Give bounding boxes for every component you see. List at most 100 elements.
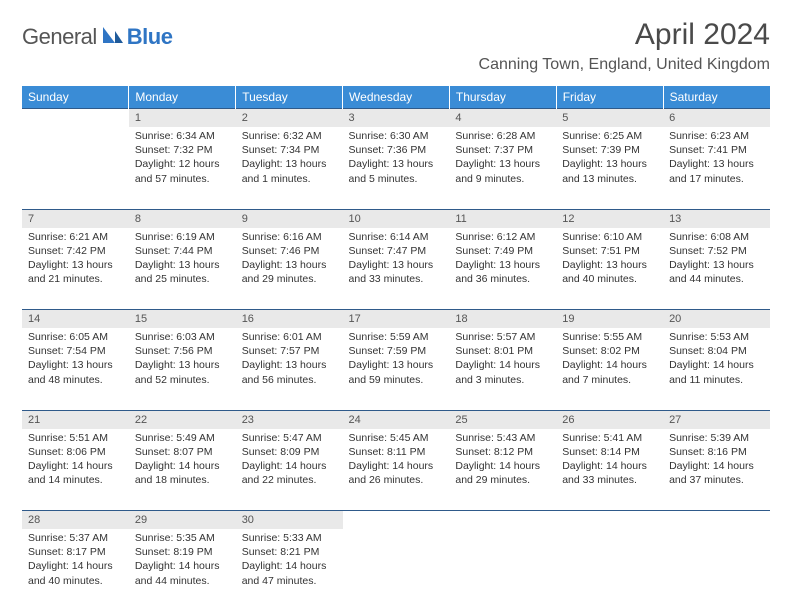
week-row: Sunrise: 6:34 AMSunset: 7:32 PMDaylight:… (22, 127, 770, 209)
day-cell-body: Sunrise: 5:51 AMSunset: 8:06 PMDaylight:… (22, 429, 129, 492)
daylight-text: Daylight: 13 hours and 9 minutes. (455, 157, 550, 185)
day-cell: Sunrise: 6:34 AMSunset: 7:32 PMDaylight:… (129, 127, 236, 209)
day-number-cell: 29 (129, 511, 236, 530)
sunset-text: Sunset: 8:02 PM (562, 344, 657, 358)
day-cell (556, 529, 663, 611)
daylight-text: Daylight: 14 hours and 26 minutes. (349, 459, 444, 487)
sunrise-text: Sunrise: 5:45 AM (349, 431, 444, 445)
sunrise-text: Sunrise: 6:25 AM (562, 129, 657, 143)
sunrise-text: Sunrise: 5:49 AM (135, 431, 230, 445)
day-cell-body: Sunrise: 6:16 AMSunset: 7:46 PMDaylight:… (236, 228, 343, 291)
day-cell-body: Sunrise: 6:05 AMSunset: 7:54 PMDaylight:… (22, 328, 129, 391)
day-number-cell: 15 (129, 310, 236, 329)
sunrise-text: Sunrise: 6:10 AM (562, 230, 657, 244)
sunrise-text: Sunrise: 6:23 AM (669, 129, 764, 143)
week-row: Sunrise: 5:37 AMSunset: 8:17 PMDaylight:… (22, 529, 770, 611)
day-cell-body: Sunrise: 6:34 AMSunset: 7:32 PMDaylight:… (129, 127, 236, 190)
daylight-text: Daylight: 14 hours and 7 minutes. (562, 358, 657, 386)
sunrise-text: Sunrise: 6:19 AM (135, 230, 230, 244)
day-cell: Sunrise: 5:39 AMSunset: 8:16 PMDaylight:… (663, 429, 770, 511)
day-number-cell: 4 (449, 109, 556, 128)
day-cell-body: Sunrise: 5:57 AMSunset: 8:01 PMDaylight:… (449, 328, 556, 391)
daylight-text: Daylight: 14 hours and 47 minutes. (242, 559, 337, 587)
location: Canning Town, England, United Kingdom (479, 56, 770, 74)
day-cell-body: Sunrise: 6:01 AMSunset: 7:57 PMDaylight:… (236, 328, 343, 391)
day-number-cell: 19 (556, 310, 663, 329)
day-cell-body: Sunrise: 6:12 AMSunset: 7:49 PMDaylight:… (449, 228, 556, 291)
day-cell: Sunrise: 5:45 AMSunset: 8:11 PMDaylight:… (343, 429, 450, 511)
sunset-text: Sunset: 7:32 PM (135, 143, 230, 157)
logo-text-blue: Blue (127, 24, 173, 50)
sunrise-text: Sunrise: 5:35 AM (135, 531, 230, 545)
sunset-text: Sunset: 8:11 PM (349, 445, 444, 459)
day-cell: Sunrise: 5:43 AMSunset: 8:12 PMDaylight:… (449, 429, 556, 511)
sunset-text: Sunset: 8:17 PM (28, 545, 123, 559)
sunrise-text: Sunrise: 6:32 AM (242, 129, 337, 143)
sunset-text: Sunset: 7:47 PM (349, 244, 444, 258)
weekday-header: Monday (129, 86, 236, 109)
sunset-text: Sunset: 7:42 PM (28, 244, 123, 258)
sunrise-text: Sunrise: 6:34 AM (135, 129, 230, 143)
day-number-cell (556, 511, 663, 530)
daylight-text: Daylight: 13 hours and 48 minutes. (28, 358, 123, 386)
day-number-row: 78910111213 (22, 209, 770, 228)
daylight-text: Daylight: 13 hours and 25 minutes. (135, 258, 230, 286)
daylight-text: Daylight: 13 hours and 13 minutes. (562, 157, 657, 185)
day-number-cell: 11 (449, 209, 556, 228)
logo-sail-icon (101, 25, 123, 50)
day-cell: Sunrise: 6:05 AMSunset: 7:54 PMDaylight:… (22, 328, 129, 410)
sunrise-text: Sunrise: 6:14 AM (349, 230, 444, 244)
daylight-text: Daylight: 12 hours and 57 minutes. (135, 157, 230, 185)
sunset-text: Sunset: 8:12 PM (455, 445, 550, 459)
sunset-text: Sunset: 7:59 PM (349, 344, 444, 358)
day-number-cell: 16 (236, 310, 343, 329)
day-cell-body: Sunrise: 6:32 AMSunset: 7:34 PMDaylight:… (236, 127, 343, 190)
day-number-cell (343, 511, 450, 530)
day-number-row: 123456 (22, 109, 770, 128)
day-cell: Sunrise: 6:28 AMSunset: 7:37 PMDaylight:… (449, 127, 556, 209)
title-block: April 2024 Canning Town, England, United… (479, 18, 770, 74)
header: General Blue April 2024 Canning Town, En… (22, 18, 770, 74)
month-title: April 2024 (479, 18, 770, 52)
logo-text-general: General (22, 24, 97, 50)
daylight-text: Daylight: 13 hours and 59 minutes. (349, 358, 444, 386)
weekday-header: Sunday (22, 86, 129, 109)
day-cell-body: Sunrise: 5:37 AMSunset: 8:17 PMDaylight:… (22, 529, 129, 592)
daylight-text: Daylight: 13 hours and 52 minutes. (135, 358, 230, 386)
sunrise-text: Sunrise: 6:08 AM (669, 230, 764, 244)
day-number-cell: 2 (236, 109, 343, 128)
day-cell-body: Sunrise: 6:10 AMSunset: 7:51 PMDaylight:… (556, 228, 663, 291)
daylight-text: Daylight: 13 hours and 56 minutes. (242, 358, 337, 386)
sunrise-text: Sunrise: 5:39 AM (669, 431, 764, 445)
day-cell (343, 529, 450, 611)
sunset-text: Sunset: 7:56 PM (135, 344, 230, 358)
sunrise-text: Sunrise: 5:53 AM (669, 330, 764, 344)
weekday-header: Tuesday (236, 86, 343, 109)
day-cell-body: Sunrise: 5:41 AMSunset: 8:14 PMDaylight:… (556, 429, 663, 492)
daylight-text: Daylight: 13 hours and 33 minutes. (349, 258, 444, 286)
sunrise-text: Sunrise: 5:33 AM (242, 531, 337, 545)
day-cell: Sunrise: 5:59 AMSunset: 7:59 PMDaylight:… (343, 328, 450, 410)
week-row: Sunrise: 6:05 AMSunset: 7:54 PMDaylight:… (22, 328, 770, 410)
sunrise-text: Sunrise: 5:43 AM (455, 431, 550, 445)
daylight-text: Daylight: 14 hours and 44 minutes. (135, 559, 230, 587)
sunset-text: Sunset: 8:09 PM (242, 445, 337, 459)
sunset-text: Sunset: 7:44 PM (135, 244, 230, 258)
sunset-text: Sunset: 7:57 PM (242, 344, 337, 358)
day-number-cell: 13 (663, 209, 770, 228)
day-number-cell: 5 (556, 109, 663, 128)
daylight-text: Daylight: 13 hours and 5 minutes. (349, 157, 444, 185)
daylight-text: Daylight: 13 hours and 1 minutes. (242, 157, 337, 185)
day-number-cell (449, 511, 556, 530)
day-number-cell: 12 (556, 209, 663, 228)
day-cell-body: Sunrise: 6:14 AMSunset: 7:47 PMDaylight:… (343, 228, 450, 291)
day-number-cell: 22 (129, 410, 236, 429)
sunset-text: Sunset: 7:46 PM (242, 244, 337, 258)
day-cell-body: Sunrise: 5:55 AMSunset: 8:02 PMDaylight:… (556, 328, 663, 391)
sunrise-text: Sunrise: 6:21 AM (28, 230, 123, 244)
sunset-text: Sunset: 8:16 PM (669, 445, 764, 459)
day-cell (663, 529, 770, 611)
sunset-text: Sunset: 7:36 PM (349, 143, 444, 157)
day-cell: Sunrise: 6:19 AMSunset: 7:44 PMDaylight:… (129, 228, 236, 310)
day-cell-body: Sunrise: 6:23 AMSunset: 7:41 PMDaylight:… (663, 127, 770, 190)
